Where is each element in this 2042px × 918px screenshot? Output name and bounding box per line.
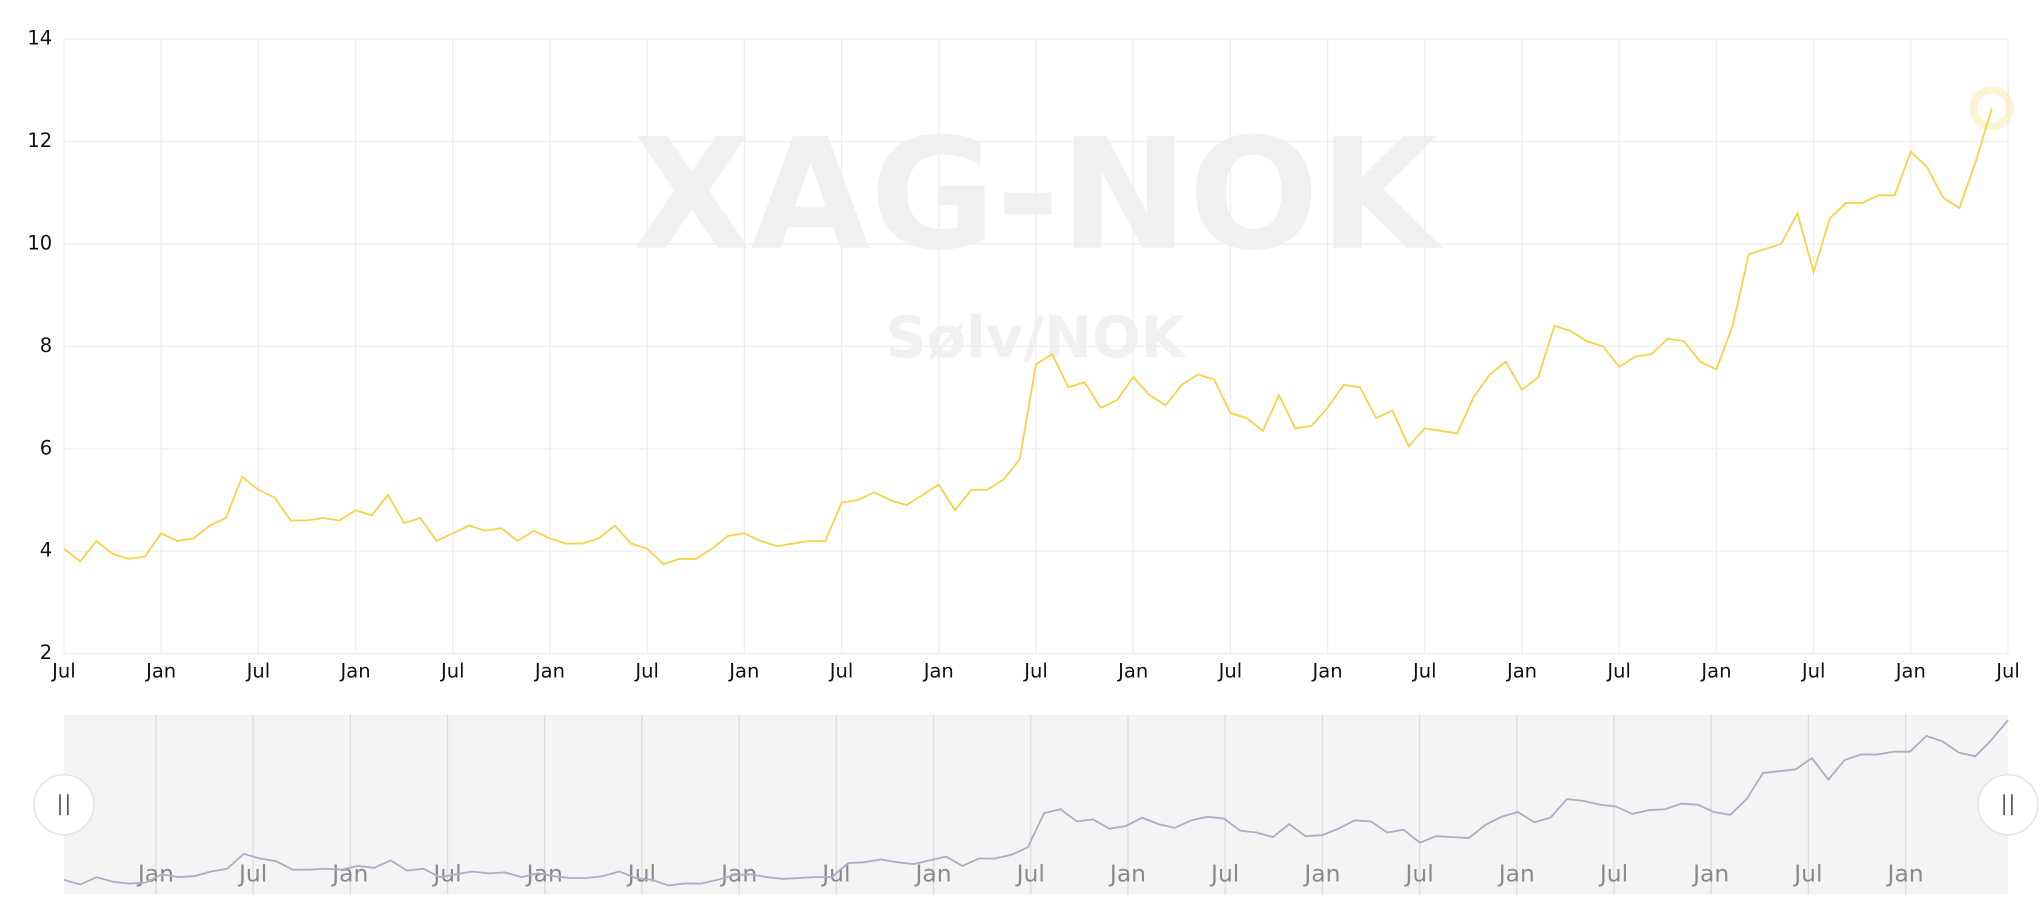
- x-tick-label: Jan: [1699, 659, 1731, 682]
- x-tick-label: Jul: [1411, 659, 1437, 682]
- x-tick-label: Jul: [828, 659, 854, 682]
- navigator-tick-label: Jan: [1886, 860, 1924, 888]
- x-tick-label: Jan: [1116, 659, 1148, 682]
- y-tick-label: 6: [40, 436, 52, 459]
- y-tick-label: 8: [40, 334, 52, 357]
- x-tick-label: Jan: [922, 659, 954, 682]
- handle-circle: [33, 774, 95, 836]
- navigator-tick-label: Jul: [1015, 860, 1045, 888]
- navigator-tick-label: Jul: [237, 860, 267, 888]
- y-tick-label: 12: [27, 129, 52, 152]
- y-tick-label: 2: [40, 641, 52, 664]
- last-point-halo: [1969, 86, 2014, 131]
- navigator-tick-label: Jan: [1691, 860, 1729, 888]
- navigator-tick-label: Jul: [1792, 860, 1822, 888]
- x-tick-label: Jul: [245, 659, 271, 682]
- navigator-tick-label: Jan: [719, 860, 757, 888]
- x-tick-label: Jul: [1217, 659, 1243, 682]
- series-line: [63, 107, 1993, 566]
- x-tick-label: Jul: [1605, 659, 1631, 682]
- y-tick-label: 14: [27, 27, 52, 50]
- navigator-handle[interactable]: [33, 774, 95, 836]
- navigator-tick-label: Jan: [1302, 860, 1340, 888]
- x-tick-label: Jul: [50, 659, 76, 682]
- navigator-tick-label: Jul: [1209, 860, 1239, 888]
- y-tick-label: 10: [27, 231, 52, 254]
- watermark-title: XAG-NOK: [633, 106, 1443, 285]
- x-tick-label: Jan: [1311, 659, 1343, 682]
- x-tick-label: Jan: [533, 659, 565, 682]
- x-tick-label: Jul: [1994, 659, 2020, 682]
- navigator-tick-label: Jan: [1497, 860, 1535, 888]
- watermark-subtitle: Sølv/NOK: [886, 304, 1188, 371]
- x-tick-label: Jan: [339, 659, 371, 682]
- x-tick-label: Jul: [633, 659, 659, 682]
- y-tick-label: 4: [40, 539, 52, 562]
- navigator-line: [63, 719, 2009, 887]
- navigator-tick-label: Jul: [626, 860, 656, 888]
- x-tick-label: Jan: [727, 659, 759, 682]
- navigator-tick-label: Jul: [1598, 860, 1628, 888]
- navigator-tick-label: Jan: [330, 860, 368, 888]
- x-tick-label: Jul: [439, 659, 465, 682]
- x-tick-label: Jan: [1894, 659, 1926, 682]
- x-tick-label: Jan: [1505, 659, 1537, 682]
- navigator-tick-label: Jan: [1108, 860, 1146, 888]
- x-tick-label: Jul: [1022, 659, 1048, 682]
- x-tick-label: Jul: [1800, 659, 1826, 682]
- x-tick-label: Jan: [144, 659, 176, 682]
- navigator-handle[interactable]: [1977, 774, 2039, 836]
- navigator-tick-label: Jan: [914, 860, 952, 888]
- navigator-tick-label: Jul: [1403, 860, 1433, 888]
- handle-circle: [1977, 774, 2039, 836]
